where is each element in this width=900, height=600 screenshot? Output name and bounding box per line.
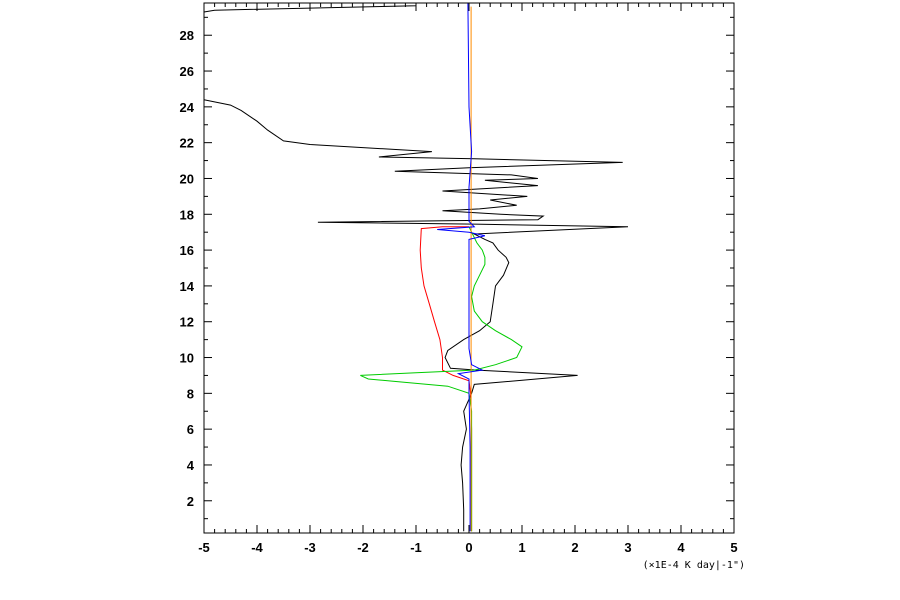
y-tick-label: 12 xyxy=(180,315,194,330)
series-line-5 xyxy=(437,2,486,532)
y-tick-label: 8 xyxy=(187,386,194,401)
x-tick-label: -2 xyxy=(357,540,369,555)
x-tick-label: -3 xyxy=(304,540,316,555)
series-line-2 xyxy=(419,226,473,532)
x-tick-label: 3 xyxy=(624,540,631,555)
x-tick-label: 5 xyxy=(730,540,737,555)
x-tick-label: 1 xyxy=(518,540,525,555)
y-tick-label: 18 xyxy=(180,207,194,222)
series-line-3 xyxy=(360,226,523,532)
y-tick-label: 4 xyxy=(187,458,195,473)
x-tick-label: 2 xyxy=(571,540,578,555)
y-tick-label: 22 xyxy=(180,136,194,151)
y-tick-label: 24 xyxy=(180,100,195,115)
y-tick-label: 14 xyxy=(180,279,195,294)
x-tick-label: -1 xyxy=(410,540,422,555)
x-axis-unit-label: (×1E-4 K day|-1") xyxy=(643,560,745,571)
x-tick-label: 4 xyxy=(677,540,685,555)
y-tick-label: 26 xyxy=(180,64,194,79)
series-line-0 xyxy=(203,99,629,532)
x-tick-label: -4 xyxy=(251,540,263,555)
y-tick-label: 10 xyxy=(180,351,194,366)
y-tick-label: 2 xyxy=(187,494,194,509)
x-tick-label: -5 xyxy=(198,540,210,555)
series-layer xyxy=(203,2,629,532)
y-tick-label: 20 xyxy=(180,171,194,186)
y-tick-label: 28 xyxy=(180,28,194,43)
x-tick-label: 0 xyxy=(465,540,472,555)
y-tick-label: 16 xyxy=(180,243,194,258)
y-tick-label: 6 xyxy=(187,422,194,437)
